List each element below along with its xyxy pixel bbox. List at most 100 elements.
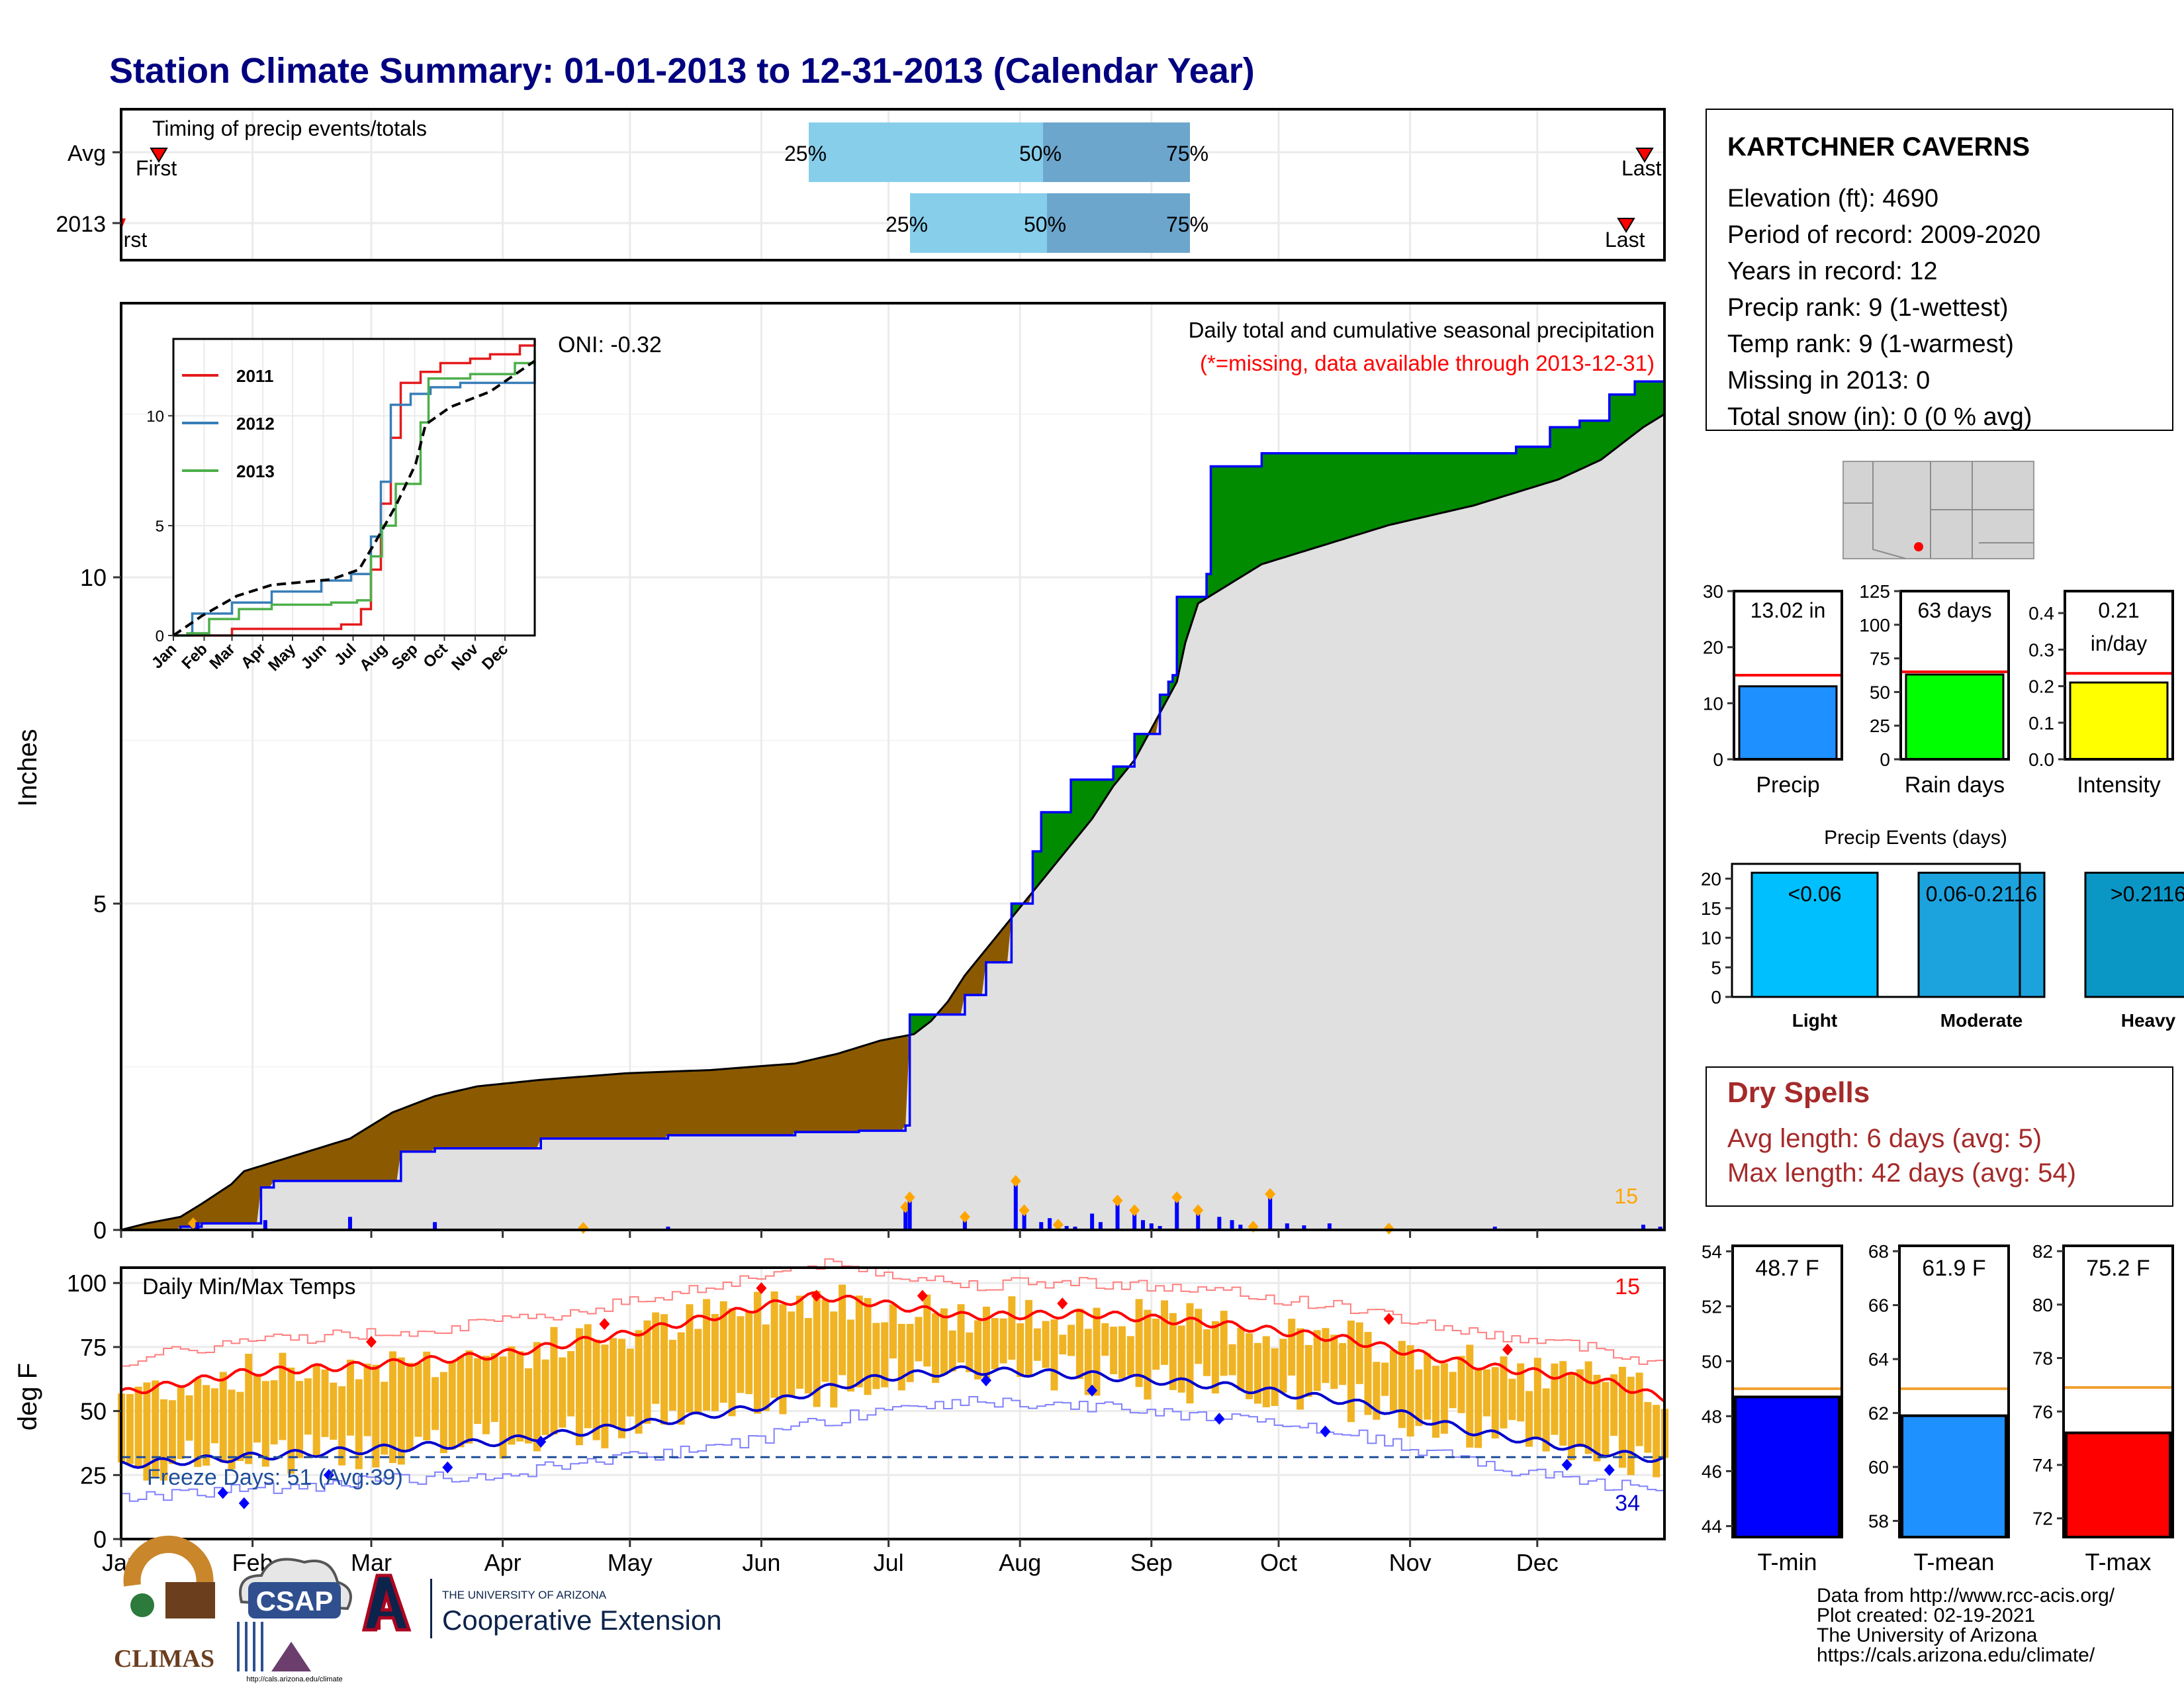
daily-temp-range-bar bbox=[804, 1318, 812, 1394]
daily-precip-bar bbox=[903, 1207, 908, 1230]
mini-bar-label: Rain days bbox=[1905, 773, 2005, 798]
daily-temp-range-bar bbox=[1075, 1308, 1083, 1380]
daily-precip-bar bbox=[1641, 1225, 1645, 1230]
inset-legend-label: 2013 bbox=[236, 461, 275, 481]
event-bar-label: Light bbox=[1792, 1010, 1837, 1031]
daily-temp-range-bar bbox=[363, 1364, 371, 1436]
daily-precip-record-marker bbox=[1019, 1204, 1030, 1217]
daily-precip-bar bbox=[1175, 1197, 1179, 1230]
mini-bar-value-label: 13.02 in bbox=[1751, 598, 1826, 622]
daily-temp-range-bar bbox=[1618, 1366, 1626, 1468]
daily-temp-range-bar bbox=[1457, 1356, 1465, 1413]
station-line-snow: Total snow (in): 0 (0 % avg) bbox=[1727, 403, 2032, 431]
daily-precip-bar bbox=[1158, 1226, 1162, 1230]
daily-temp-range-bar bbox=[1355, 1322, 1363, 1384]
daily-temp-range-bar bbox=[839, 1284, 846, 1376]
inset-ytick-label: 5 bbox=[156, 518, 164, 536]
mini-ytick-label: 0.4 bbox=[2028, 603, 2054, 624]
daily-temp-range-bar bbox=[830, 1311, 838, 1408]
precip-panel: 0 5 10 Inches ONI: -0.32 Daily total and cumu… bbox=[13, 302, 1666, 1244]
timing-avg-first-label: First bbox=[136, 156, 177, 180]
dry-spells-box: Dry Spells Avg length: 6 days (avg: 5) M… bbox=[1706, 1066, 2173, 1207]
daily-temp-range-bar bbox=[1186, 1303, 1194, 1404]
daily-precip-bar bbox=[1238, 1225, 1243, 1230]
mini-bar-rain-days bbox=[1905, 673, 2005, 761]
daily-temp-range-bar bbox=[974, 1320, 982, 1380]
daily-temp-range-bar bbox=[1008, 1296, 1016, 1360]
precip-avg-line bbox=[120, 413, 1665, 1231]
daily-temp-range-bar bbox=[711, 1313, 719, 1411]
daily-temp-range-bar bbox=[610, 1338, 617, 1426]
inset-ytick-label: 0 bbox=[156, 628, 164, 645]
daily-temp-range-bar bbox=[652, 1312, 660, 1404]
daily-temp-range-bar bbox=[1491, 1367, 1499, 1439]
station-name: KARTCHNER CAVERNS bbox=[1727, 132, 2030, 162]
daily-precip-bar bbox=[1268, 1194, 1273, 1230]
daily-temp-range-bar bbox=[1161, 1300, 1169, 1365]
daily-precip-bar bbox=[1285, 1223, 1289, 1230]
timing-avg-q25-q50-bar bbox=[809, 122, 1043, 182]
daily-temp-range-bar bbox=[355, 1379, 363, 1470]
daily-temp-range-bar bbox=[753, 1291, 761, 1414]
daily-temp-range-bar bbox=[1381, 1362, 1389, 1396]
daily-temp-range-bar bbox=[770, 1291, 778, 1398]
daily-precip-record-marker bbox=[959, 1211, 970, 1223]
timing-2013-q50-label: 50% bbox=[1024, 212, 1066, 236]
inset-ytick-label: 10 bbox=[146, 408, 164, 426]
daily-temp-range-bar bbox=[414, 1363, 422, 1437]
daily-precip-record-marker bbox=[1052, 1219, 1064, 1231]
station-line-period: Period of record: 2009-2020 bbox=[1727, 221, 2040, 249]
dry-spells-max: Max length: 42 days (avg: 54) bbox=[1727, 1158, 2076, 1188]
daily-temp-range-bar bbox=[448, 1360, 456, 1450]
dry-spells-avg: Avg length: 6 days (avg: 5) bbox=[1727, 1124, 2042, 1153]
daily-temp-range-bar bbox=[245, 1354, 253, 1464]
daily-temp-range-bar bbox=[499, 1356, 507, 1459]
daily-temp-range-bar bbox=[957, 1304, 965, 1363]
daily-temp-range-bar bbox=[1237, 1327, 1245, 1391]
daily-temp-range-bar bbox=[1551, 1363, 1559, 1435]
temp-bar-ytick-label: 68 bbox=[1868, 1241, 1889, 1262]
precip-common-area bbox=[121, 414, 1664, 1230]
daily-temp-range-bar bbox=[1432, 1366, 1440, 1438]
daily-temp-range-bar bbox=[1406, 1345, 1414, 1437]
temp-bar-ytick-label: 80 bbox=[2032, 1295, 2053, 1315]
csap-text: CSAP bbox=[256, 1585, 334, 1617]
events-ytick-label: 0 bbox=[1711, 987, 1721, 1008]
daily-temp-range-bar bbox=[1297, 1328, 1304, 1410]
daily-temp-range-bar bbox=[432, 1377, 439, 1430]
mini-bar-value-unit: in/day bbox=[2091, 632, 2147, 655]
summary-bar-charts: 0 10 20 30 13.02 in Precip 0 25 50 75 100 125 63 day… bbox=[1703, 581, 2174, 798]
daily-temp-range-bar bbox=[601, 1344, 609, 1448]
precip-ytick-label: 0 bbox=[93, 1217, 107, 1244]
temp-bar-ytick-label: 50 bbox=[1702, 1351, 1722, 1372]
record-high-marker bbox=[365, 1336, 377, 1348]
mini-bar-value-label: 0.21 bbox=[2098, 598, 2139, 622]
daily-temp-range-bar bbox=[779, 1304, 787, 1415]
daily-temp-range-bar bbox=[279, 1352, 287, 1440]
precip-events-chart: Precip Events (days) <0.06 Light 0.06-0.211… bbox=[1701, 827, 2184, 1031]
daily-temp-range-bar bbox=[143, 1382, 151, 1481]
daily-temp-range-bar bbox=[737, 1316, 745, 1393]
timing-row-avg-label: Avg bbox=[68, 141, 106, 166]
temp-ytick-label: 25 bbox=[80, 1462, 107, 1489]
daily-temp-range-bar bbox=[372, 1364, 380, 1468]
daily-temp-range-bar bbox=[1576, 1369, 1584, 1448]
daily-temp-range-bar bbox=[846, 1319, 854, 1392]
daily-temp-range-bar bbox=[312, 1364, 320, 1456]
temp-panel-label: Daily Min/Max Temps bbox=[142, 1274, 355, 1299]
event-bar-label: Moderate bbox=[1940, 1010, 2023, 1031]
daily-temp-range-bar bbox=[906, 1323, 914, 1382]
daily-temp-range-bar bbox=[1347, 1320, 1355, 1423]
record-min-line bbox=[121, 1395, 1665, 1502]
daily-temp-range-bar bbox=[1475, 1368, 1482, 1448]
temp-bar-value-label: 61.9 F bbox=[1922, 1256, 1985, 1281]
daily-precip-bar bbox=[1090, 1213, 1095, 1230]
daily-temp-range-bar bbox=[796, 1295, 804, 1389]
daily-precip-bar bbox=[962, 1217, 967, 1230]
daily-temp-range-bar bbox=[1135, 1299, 1143, 1387]
daily-temp-range-bar bbox=[508, 1346, 516, 1445]
station-line-years: Years in record: 12 bbox=[1727, 258, 1938, 285]
daily-temp-range-bar bbox=[1033, 1328, 1041, 1361]
temp-bar-ytick-label: 58 bbox=[1868, 1511, 1889, 1532]
daily-temp-range-bar bbox=[389, 1351, 397, 1464]
